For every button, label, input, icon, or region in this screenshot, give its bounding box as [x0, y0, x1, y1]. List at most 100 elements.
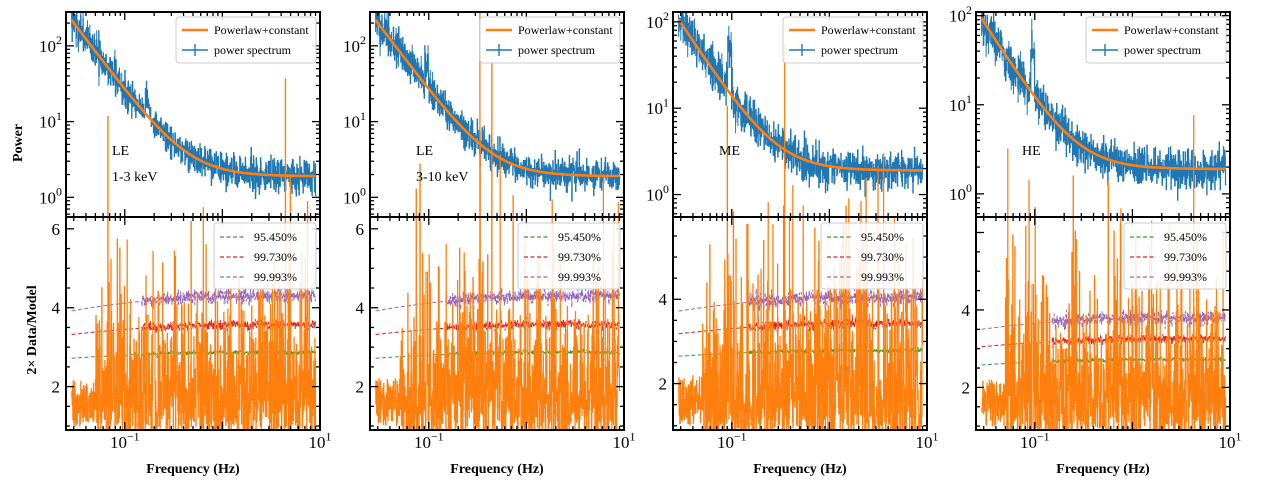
chart-panel-3: 10−1 101 Frequency (Hz) 100 101 102 2 4 Powerlaw…: [646, 9, 939, 477]
y-tick-label-top: 100: [949, 181, 972, 204]
legend-box: [820, 222, 924, 290]
legend-bottom: 95.450% 99.730% 99.993%: [517, 222, 621, 290]
x-tick-label: 101: [916, 429, 939, 452]
y-tick-label-top: 101: [949, 92, 972, 115]
x-tick-label: 10−1: [414, 429, 444, 452]
legend-box: [782, 16, 924, 64]
x-tick-label: 10−1: [110, 429, 140, 452]
legend-label-threshold: 95.450%: [861, 230, 904, 244]
legend-box: [1085, 16, 1227, 64]
y-tick-label-top: 102: [39, 33, 62, 56]
series-ratio: [678, 44, 924, 430]
plot-area: [70, 12, 317, 430]
x-axis-label: Frequency (Hz): [146, 462, 240, 477]
legend-box: [479, 16, 621, 64]
y-tick-label-bottom: 4: [52, 299, 61, 318]
x-tick-label: 10−1: [1020, 429, 1050, 452]
legend-label-threshold: 95.450%: [558, 230, 601, 244]
legend-label-spectrum: power spectrum: [1124, 43, 1202, 57]
legend-label-threshold: 95.450%: [1164, 230, 1207, 244]
panel-annotation: 1-3 keV: [112, 170, 158, 185]
legend-label-model: Powerlaw+constant: [214, 23, 309, 37]
legend-label-spectrum: power spectrum: [518, 43, 596, 57]
legend-box: [1123, 222, 1227, 290]
threshold-99.993pct: [678, 283, 923, 314]
x-tick-label: 101: [613, 429, 636, 452]
legend-label-model: Powerlaw+constant: [1124, 23, 1219, 37]
legend-bottom: 95.450% 99.730% 99.993%: [213, 222, 317, 290]
x-tick-label: 101: [1219, 429, 1242, 452]
y-tick-label-bottom: 6: [52, 220, 61, 239]
y-tick-label-top: 101: [343, 109, 366, 132]
legend-top: Powerlaw+constant power spectrum: [479, 16, 621, 64]
legend-label-threshold: 99.993%: [1164, 270, 1207, 284]
y-tick-label-top: 101: [39, 109, 62, 132]
threshold-99.993pct: [375, 286, 620, 312]
y-tick-label-bottom: 4: [962, 301, 971, 320]
legend-label-threshold: 99.730%: [1164, 250, 1207, 264]
chart-panel-4: 10−1 101 Frequency (Hz) 100 101 102 2 4 Powerlaw…: [949, 3, 1241, 477]
legend-top: Powerlaw+constant power spectrum: [1085, 16, 1227, 64]
x-axis-label: Frequency (Hz): [1056, 462, 1150, 477]
series-power-spectrum-errorbars: [981, 12, 1042, 125]
y-tick-label-bottom: 4: [356, 299, 365, 318]
y-tick-label-bottom: 2: [659, 375, 668, 394]
series-ratio: [375, 12, 621, 430]
series-ratio: [71, 78, 317, 430]
legend-label-spectrum: power spectrum: [214, 43, 292, 57]
series-power-spectrum: [678, 12, 924, 197]
panel-annotation: LE: [416, 144, 433, 159]
series-powerlaw-constant: [980, 17, 1226, 171]
legend-label-model: Powerlaw+constant: [518, 23, 613, 37]
legend-label-model: Powerlaw+constant: [821, 23, 916, 37]
plot-area: [980, 12, 1227, 430]
legend-bottom: 95.450% 99.730% 99.993%: [820, 222, 924, 290]
legend-label-threshold: 99.993%: [558, 270, 601, 284]
threshold-99.730pct: [375, 316, 620, 335]
y-tick-label-top: 100: [343, 185, 366, 208]
panel-annotation: ME: [719, 144, 740, 159]
series-powerlaw-constant: [374, 19, 620, 178]
x-tick-label: 101: [309, 429, 332, 452]
y-tick-label-top: 102: [949, 3, 972, 26]
plot-area: [374, 12, 621, 430]
legend-top: Powerlaw+constant power spectrum: [175, 16, 317, 64]
x-axis-label: Frequency (Hz): [753, 462, 847, 477]
y-tick-label-top: 100: [39, 185, 62, 208]
y-axis-label-power: Power: [11, 124, 26, 162]
y-tick-label-top: 100: [646, 182, 669, 205]
series-ratio: [981, 115, 1227, 430]
series-powerlaw-constant: [677, 18, 923, 172]
y-tick-label-top: 102: [646, 9, 669, 32]
legend-box: [213, 222, 317, 290]
y-axis-label-ratio: 2× Data/Model: [25, 285, 40, 374]
legend-label-threshold: 99.730%: [861, 250, 904, 264]
legend-box: [517, 222, 621, 290]
x-axis-label: Frequency (Hz): [450, 462, 544, 477]
plot-area: [677, 12, 924, 430]
series-powerlaw-constant: [70, 19, 316, 178]
panel-annotation: HE: [1022, 144, 1041, 159]
x-tick-label: 10−1: [717, 429, 747, 452]
y-tick-label-bottom: 2: [962, 378, 971, 397]
legend-box: [175, 16, 317, 64]
panel-annotation: 3-10 keV: [416, 170, 469, 185]
y-tick-label-top: 102: [343, 33, 366, 56]
legend-label-threshold: 95.450%: [254, 230, 297, 244]
legend-label-threshold: 99.993%: [254, 270, 297, 284]
legend-label-spectrum: power spectrum: [821, 43, 899, 57]
chart-panel-1: 10−1 101 Frequency (Hz) 100 101 102 2 4 6 Powerla…: [39, 11, 332, 477]
y-tick-label-top: 101: [646, 96, 669, 119]
y-tick-label-bottom: 4: [659, 290, 668, 309]
y-tick-label-bottom: 6: [356, 220, 365, 239]
legend-label-threshold: 99.993%: [861, 270, 904, 284]
panel-annotation: LE: [112, 144, 129, 159]
legend-label-threshold: 99.730%: [254, 250, 297, 264]
panels: 10−1 101 Frequency (Hz) 100 101 102 2 4 6 Powerla…: [39, 3, 1241, 477]
legend-label-threshold: 99.730%: [558, 250, 601, 264]
y-tick-label-bottom: 2: [356, 378, 365, 397]
chart-panel-2: 10−1 101 Frequency (Hz) 100 101 102 2 4 6 Powerla…: [343, 11, 636, 477]
legend-top: Powerlaw+constant power spectrum: [782, 16, 924, 64]
y-tick-label-bottom: 2: [52, 378, 61, 397]
